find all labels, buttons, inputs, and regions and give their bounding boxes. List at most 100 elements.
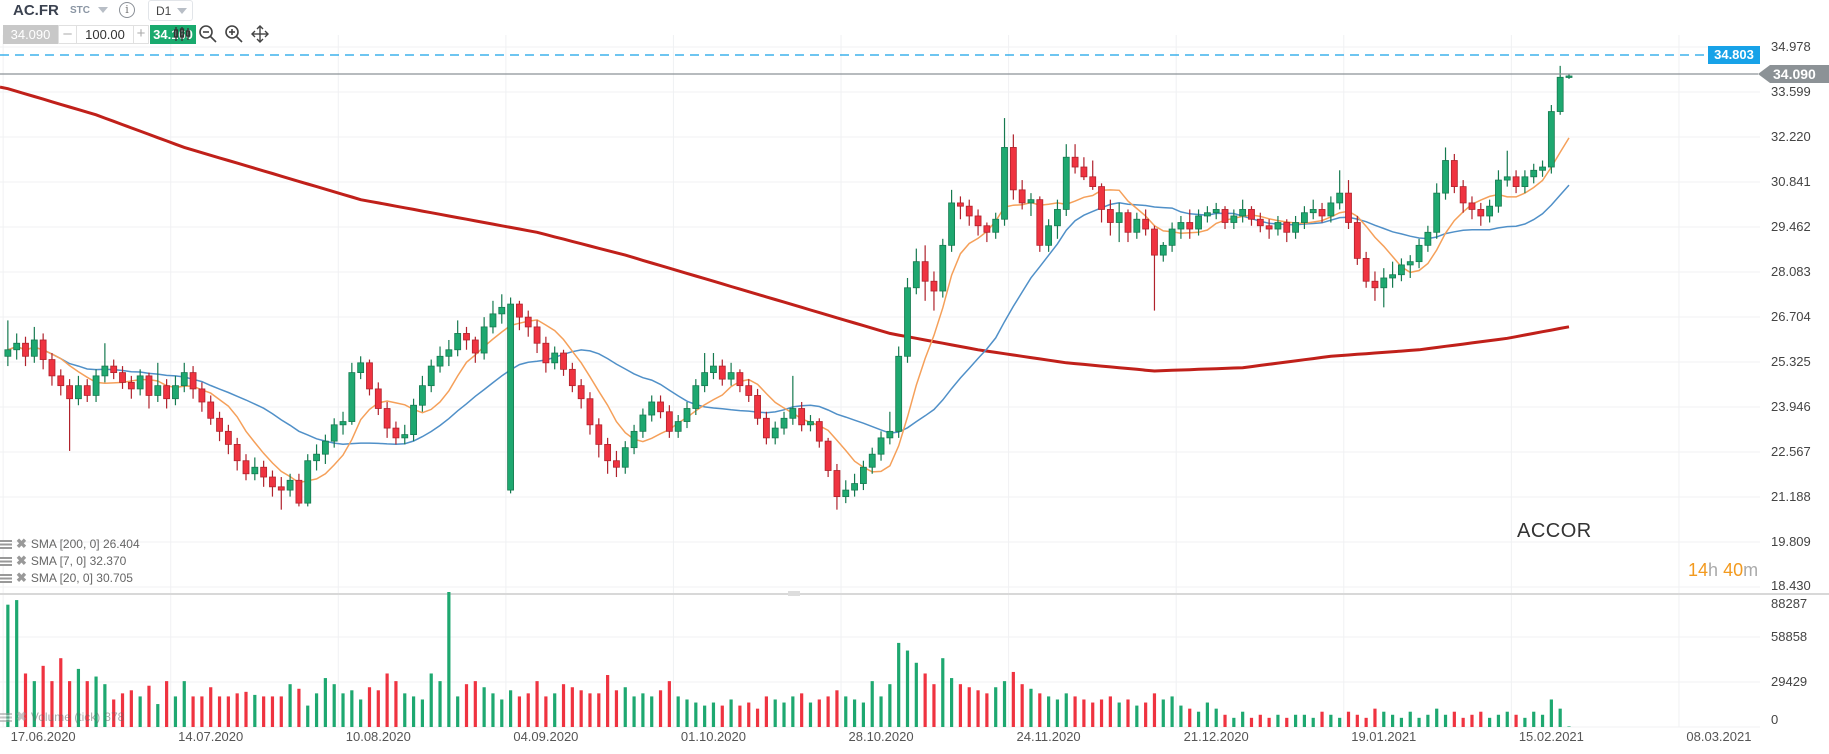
volume-bar xyxy=(1144,702,1148,727)
symbol-name[interactable]: AC.FR xyxy=(13,2,59,19)
volume-bar xyxy=(1567,726,1571,727)
volume-bar xyxy=(1346,711,1351,727)
candle-body xyxy=(895,355,903,432)
candle-body xyxy=(939,244,947,292)
pane-resize-handle[interactable] xyxy=(788,591,800,596)
volume-bar xyxy=(1408,711,1412,727)
volume-bar xyxy=(517,696,522,727)
zoom-out-icon[interactable] xyxy=(198,24,218,44)
close-icon[interactable]: ✖ xyxy=(16,553,27,568)
candle-body xyxy=(366,362,373,390)
volume-bar xyxy=(570,687,574,727)
timeframe-value: D1 xyxy=(156,4,172,18)
zoom-in-icon[interactable] xyxy=(224,24,244,44)
candle-body xyxy=(1256,218,1264,227)
candle-body xyxy=(480,326,488,354)
volume-legend[interactable]: ✖ Volume (tick) 378 xyxy=(0,709,124,725)
volume-bar xyxy=(1099,699,1104,727)
settings-icon[interactable] xyxy=(0,712,12,722)
candle-body xyxy=(251,466,259,475)
decrease-quantity-button[interactable]: – xyxy=(58,25,77,44)
volume-bar xyxy=(509,690,513,727)
volume-bar xyxy=(1443,714,1448,727)
candle-body xyxy=(904,287,911,357)
price-tick-label: 30.841 xyxy=(1771,174,1811,189)
volume-bar xyxy=(641,693,645,727)
candle-body xyxy=(189,372,197,390)
volume-bar xyxy=(950,678,954,727)
timer-minutes-unit: m xyxy=(1743,560,1759,580)
volume-bar xyxy=(703,705,707,727)
candle-body xyxy=(1477,209,1485,217)
indicator-legend-sma200[interactable]: ✖ SMA [200, 0] 26.404 xyxy=(0,536,140,552)
move-icon[interactable] xyxy=(250,24,270,44)
volume-bar xyxy=(235,693,239,727)
volume-bar xyxy=(1170,696,1174,727)
quantity-input[interactable]: 100.00 xyxy=(77,25,133,44)
candle-body xyxy=(471,339,479,354)
close-icon[interactable]: ✖ xyxy=(16,570,27,585)
candles-icon[interactable] xyxy=(172,24,192,44)
volume-bar xyxy=(676,696,680,727)
candle-body xyxy=(1362,257,1370,282)
candle-body xyxy=(639,414,647,432)
volume-bar xyxy=(923,673,927,727)
candle-body xyxy=(1221,209,1229,223)
candle-body xyxy=(1274,222,1282,230)
candle-body xyxy=(1345,192,1352,223)
candle-body xyxy=(1133,218,1141,233)
candle-body xyxy=(1521,176,1529,188)
candle-body xyxy=(948,202,955,246)
candle-body xyxy=(1098,186,1105,210)
date-tick-label: 28.10.2020 xyxy=(848,729,914,744)
date-tick-label: 15.02.2021 xyxy=(1518,729,1584,744)
indicator-legend-sma7[interactable]: ✖ SMA [7, 0] 32.370 xyxy=(0,553,126,569)
volume-bar xyxy=(1558,708,1562,727)
candle-body xyxy=(101,365,109,377)
price-tick-label: 28.083 xyxy=(1771,264,1811,279)
volume-bar xyxy=(226,696,230,727)
date-tick-label: 10.08.2020 xyxy=(345,729,411,744)
candle-body xyxy=(771,427,779,439)
candle-body xyxy=(498,306,506,315)
candle-body xyxy=(568,368,576,387)
settings-icon[interactable] xyxy=(0,539,12,549)
candle-body xyxy=(701,372,709,387)
candle-body xyxy=(1468,202,1476,210)
settings-icon[interactable] xyxy=(0,556,12,566)
volume-bar xyxy=(297,688,301,727)
candle-body xyxy=(710,365,717,374)
indicator-legend-sma20[interactable]: ✖ SMA [20, 0] 30.705 xyxy=(0,570,133,586)
volume-bar xyxy=(1373,708,1377,727)
timeframe-select[interactable]: D1 xyxy=(148,0,193,21)
sma-20-line xyxy=(7,184,1570,445)
volume-bar xyxy=(288,684,292,727)
volume-bar xyxy=(1029,688,1033,727)
close-icon[interactable]: ✖ xyxy=(16,536,27,551)
sell-button[interactable]: 34.090 xyxy=(3,25,58,44)
candle-body xyxy=(1547,111,1555,168)
candle-body xyxy=(860,466,867,484)
volume-bar xyxy=(852,699,857,727)
candle-body xyxy=(260,466,268,478)
volume-bar xyxy=(553,693,557,727)
volume-bar xyxy=(1258,714,1262,727)
candle-body xyxy=(1001,147,1008,220)
volume-bar xyxy=(1338,717,1342,727)
volume-bar xyxy=(1020,684,1024,727)
volume-bar xyxy=(1108,696,1112,727)
candle-body xyxy=(92,375,100,396)
close-icon[interactable]: ✖ xyxy=(16,709,27,724)
candle-body xyxy=(1450,160,1458,188)
volume-bar xyxy=(1064,693,1068,727)
candle-body xyxy=(1406,261,1414,266)
candle-body xyxy=(533,326,541,344)
increase-quantity-button[interactable]: + xyxy=(133,25,149,44)
volume-bar xyxy=(1188,708,1192,727)
info-icon[interactable]: i xyxy=(119,2,135,18)
volume-bar xyxy=(835,690,839,727)
settings-icon[interactable] xyxy=(0,573,12,583)
date-tick-label: 01.10.2020 xyxy=(680,729,746,744)
symbol-dropdown-icon[interactable] xyxy=(98,7,108,13)
